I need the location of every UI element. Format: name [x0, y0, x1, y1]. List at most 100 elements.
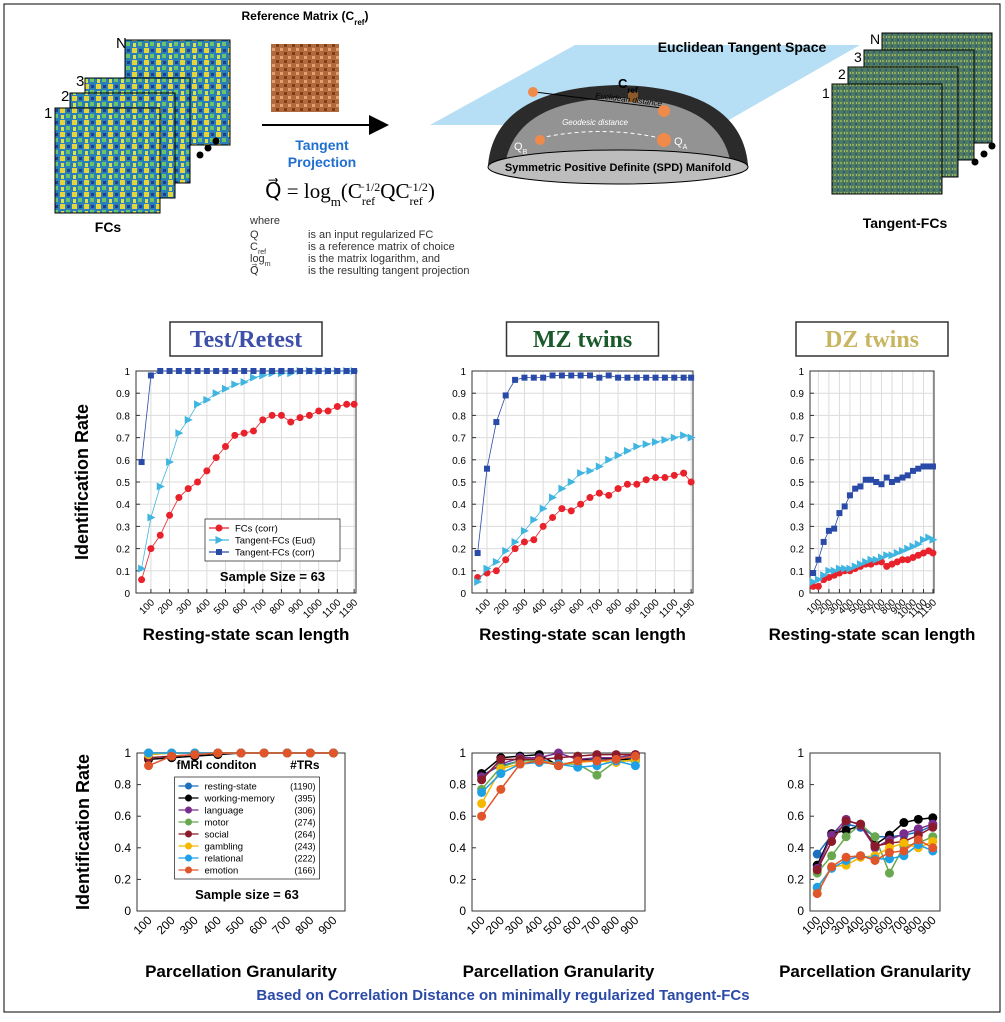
- marker: [493, 567, 500, 574]
- x-tick-label: 400: [193, 597, 213, 617]
- y-tick-label: 0.6: [787, 809, 804, 823]
- marker: [827, 837, 836, 846]
- marker: [175, 494, 182, 501]
- marker: [680, 470, 687, 477]
- stack-label: 2: [61, 88, 69, 105]
- x-tick-label: 600: [246, 913, 270, 937]
- marker: [826, 528, 832, 534]
- projection-label: Projection: [288, 154, 356, 170]
- chart-title: MZ twins: [533, 327, 632, 353]
- marker: [558, 505, 565, 512]
- marker: [512, 377, 518, 383]
- text: ): [428, 179, 435, 203]
- y-tick-label: 0: [124, 904, 131, 918]
- legend-marker: [185, 855, 192, 862]
- y-tick-label: 0.6: [116, 456, 130, 467]
- y-tick-label: 0.8: [790, 411, 804, 422]
- marker: [847, 492, 853, 498]
- marker: [496, 769, 505, 778]
- x-tick-label: 300: [177, 913, 201, 937]
- marker: [306, 749, 315, 758]
- marker: [586, 494, 593, 501]
- marker: [573, 756, 582, 765]
- where-text: is the matrix logarithm, and: [308, 253, 440, 265]
- text: ref: [627, 86, 638, 95]
- x-axis-label: Parcellation Granularity: [779, 962, 971, 981]
- text: m: [331, 194, 341, 209]
- marker: [334, 403, 341, 410]
- y-tick-label: 0.4: [114, 841, 131, 855]
- marker: [884, 475, 890, 481]
- marker: [144, 749, 153, 758]
- y-tick-label: 0.3: [790, 522, 804, 533]
- x-tick-label: 700: [586, 597, 606, 617]
- y-tick-label: 0.8: [114, 778, 131, 792]
- x-tick-label: 100: [131, 913, 155, 937]
- marker: [899, 818, 908, 827]
- marker: [222, 443, 229, 450]
- y-tick-label: 0.7: [790, 434, 804, 445]
- marker: [863, 477, 869, 483]
- marker: [889, 479, 895, 485]
- y-tick-label: 0.9: [790, 389, 804, 400]
- marker: [167, 752, 176, 761]
- marker: [928, 843, 937, 852]
- annotation: Sample Size = 63: [220, 569, 325, 584]
- marker: [681, 375, 687, 381]
- marker: [633, 481, 640, 488]
- marker: [195, 368, 201, 374]
- marker: [502, 556, 509, 563]
- marker: [871, 832, 880, 841]
- marker: [915, 466, 921, 472]
- marker: [856, 851, 865, 860]
- marker: [813, 865, 822, 874]
- marker: [550, 372, 556, 378]
- y-tick-label: 1: [460, 367, 466, 378]
- marker: [250, 427, 257, 434]
- y-tick-label: 0.2: [116, 545, 130, 556]
- y-tick-label: 0.6: [449, 809, 466, 823]
- x-tick-label: 600: [231, 597, 251, 617]
- marker: [671, 472, 678, 479]
- legend-marker: [185, 807, 192, 814]
- marker: [535, 756, 544, 765]
- text: Q⃗ = log: [265, 178, 331, 203]
- marker: [652, 474, 659, 481]
- marker: [157, 368, 163, 374]
- legend-extra: (1190): [290, 782, 315, 792]
- marker: [477, 775, 486, 784]
- projection-label: Tangent: [295, 137, 349, 153]
- text: C: [250, 241, 258, 253]
- text: m: [265, 261, 271, 268]
- y-tick-label: 0.1: [452, 567, 466, 578]
- legend-label: Tangent-FCs (Eud): [235, 536, 315, 547]
- marker: [624, 481, 631, 488]
- marker: [634, 375, 640, 381]
- y-tick-label: 1: [124, 746, 131, 760]
- x-tick-label: 900: [617, 913, 641, 937]
- marker: [475, 550, 481, 556]
- y-tick-label: 0.8: [116, 411, 130, 422]
- legend-extra: (395): [294, 794, 315, 804]
- point: [528, 87, 538, 97]
- legend-extra: (306): [294, 806, 315, 816]
- marker: [596, 375, 602, 381]
- x-axis-label: Parcellation Granularity: [463, 962, 655, 981]
- marker: [596, 490, 603, 497]
- where-symbol: Q⃗: [250, 263, 259, 277]
- marker: [815, 583, 822, 590]
- marker: [144, 761, 153, 770]
- marker: [213, 368, 219, 374]
- marker: [269, 368, 275, 374]
- marker: [856, 820, 865, 829]
- marker: [288, 368, 294, 374]
- legend-label: resting-state: [205, 782, 257, 793]
- marker: [643, 476, 650, 483]
- point: [658, 105, 670, 117]
- where-text: is the resulting tangent projection: [308, 265, 469, 277]
- point: [657, 133, 671, 147]
- y-tick-label: 0: [459, 904, 466, 918]
- legend-label: emotion: [205, 866, 239, 877]
- marker: [929, 550, 936, 557]
- marker: [821, 539, 827, 545]
